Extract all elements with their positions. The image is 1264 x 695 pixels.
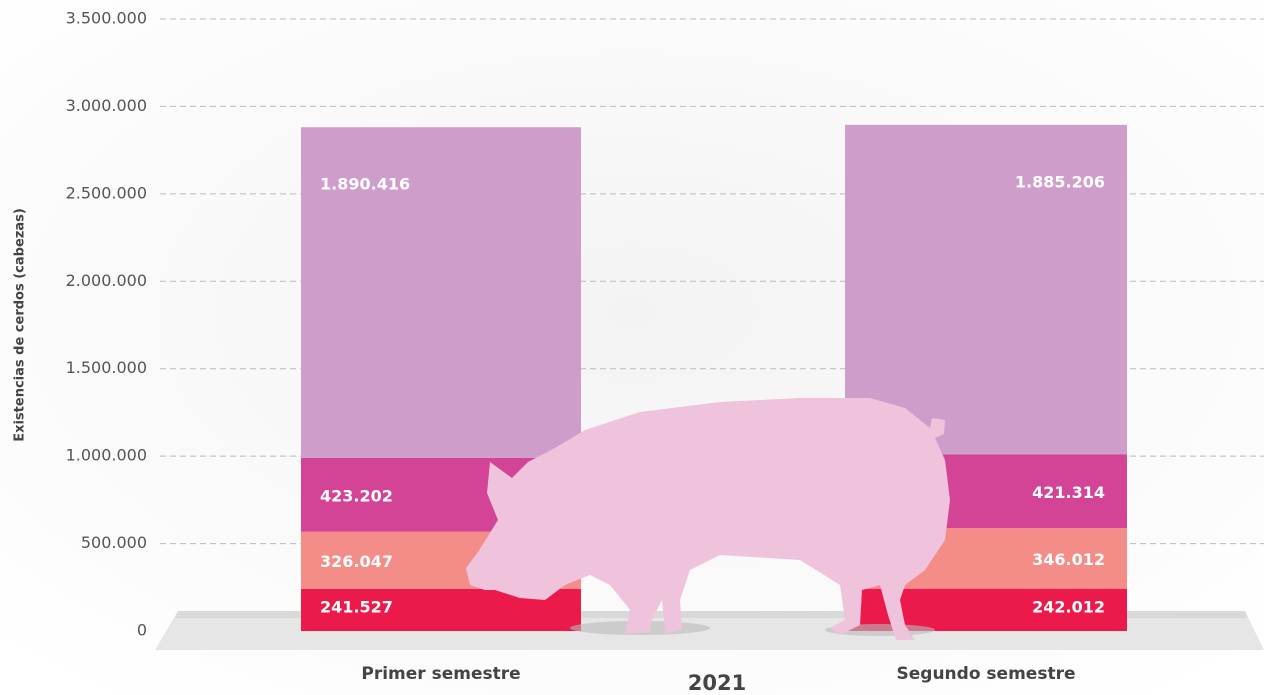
y-tick-label: 1.000.000 bbox=[66, 446, 147, 465]
chart: Existencias de cerdos (cabezas) 2021 0 50… bbox=[0, 0, 1264, 695]
value-label: 421.314 bbox=[1032, 483, 1105, 502]
x-tick-label: Segundo semestre bbox=[897, 664, 1076, 684]
y-tick-label: 3.000.000 bbox=[66, 96, 147, 115]
x-tick-label: Primer semestre bbox=[361, 664, 520, 684]
page: Existencias de cerdos (cabezas) 2021 0 50… bbox=[0, 0, 1264, 695]
value-label: 1.890.416 bbox=[320, 175, 410, 194]
value-label: 242.012 bbox=[1032, 597, 1105, 616]
y-tick-label: 1.500.000 bbox=[66, 358, 147, 377]
value-label: 423.202 bbox=[320, 486, 393, 505]
y-tick-label: 0 bbox=[137, 621, 147, 640]
y-tick-label: 3.500.000 bbox=[66, 9, 147, 28]
y-tick-label: 2.500.000 bbox=[66, 183, 147, 202]
y-tick-label: 2.000.000 bbox=[66, 271, 147, 290]
value-label: 1.885.206 bbox=[1015, 172, 1105, 191]
value-label: 326.047 bbox=[320, 552, 393, 571]
y-tick-label: 500.000 bbox=[81, 533, 147, 552]
x-axis-label: 2021 bbox=[688, 671, 746, 695]
y-axis-label: Existencias de cerdos (cabezas) bbox=[13, 208, 28, 442]
value-label: 241.527 bbox=[320, 597, 393, 616]
value-label: 346.012 bbox=[1032, 550, 1105, 569]
